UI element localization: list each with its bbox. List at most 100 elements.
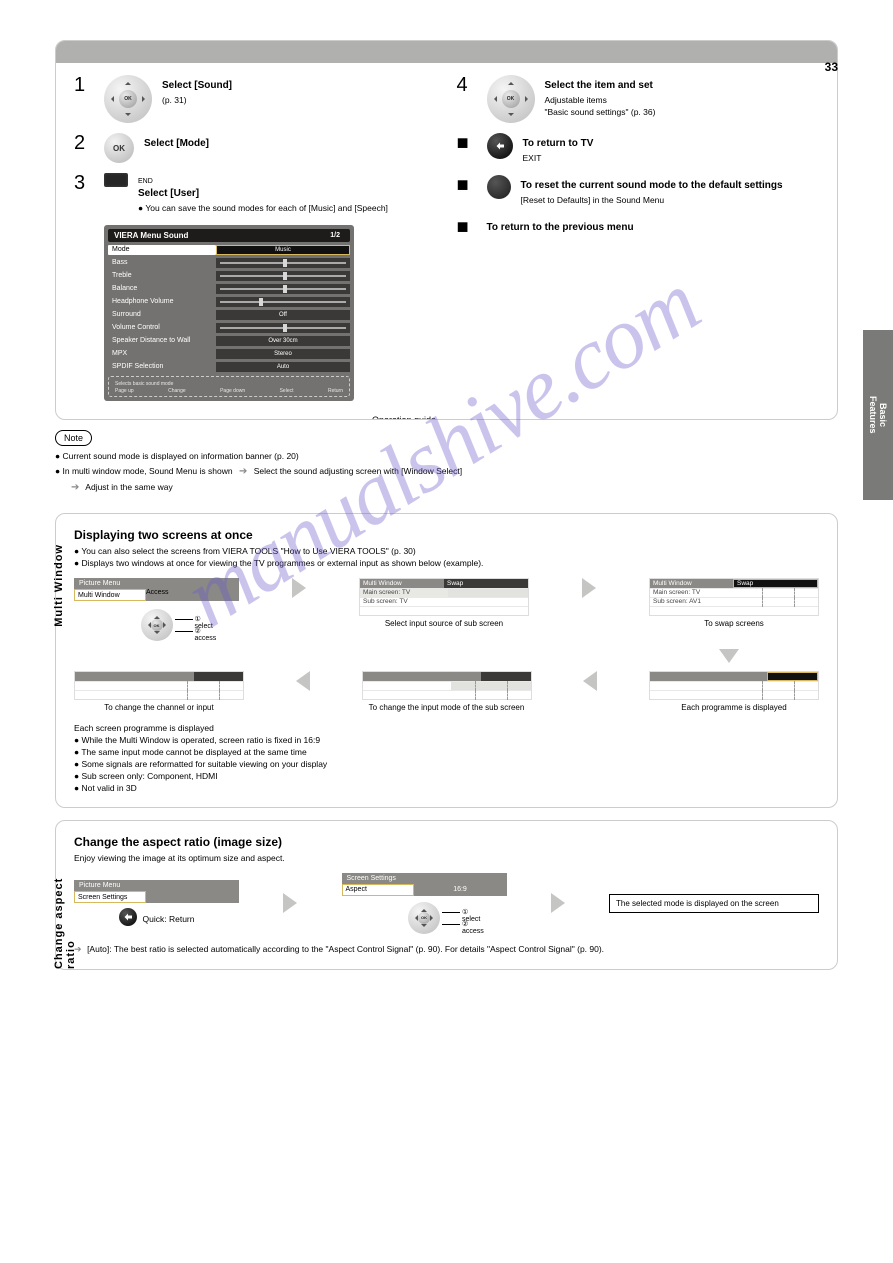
note-label: Note <box>55 430 92 447</box>
aspect-return-note: Quick: Return <box>143 914 195 924</box>
mw-note1: ● While the Multi Window is operated, sc… <box>74 735 819 745</box>
step3-title: Select [User] <box>138 187 388 201</box>
rev3-caption: To change the channel or input <box>104 703 213 713</box>
rev1-caption: Each programme is displayed <box>681 703 786 713</box>
arrow-down-icon <box>719 649 739 663</box>
step3-num: 3 <box>74 173 94 193</box>
rev2-caption: To change the input mode of the sub scre… <box>369 703 525 713</box>
arrow-right-icon <box>292 578 306 598</box>
arrow-left-icon <box>296 671 310 691</box>
sound-menu-row: Volume Control <box>108 322 350 334</box>
sound-menu-row: Balance <box>108 283 350 295</box>
sound-menu-row: ModeMusic <box>108 244 350 256</box>
aspect-sub: Enjoy viewing the image at its optimum s… <box>74 853 819 863</box>
right-column: 4 OK Select the item and set Adjustable … <box>457 75 820 401</box>
page-number: 33 <box>825 60 838 74</box>
arrow-r3-icon <box>283 893 297 913</box>
mw-note3: ● Some signals are reformatted for suita… <box>74 759 819 769</box>
note-line2-post: Adjust in the same way <box>85 482 172 492</box>
note-line1-pre: In multi window mode, Sound Menu is show… <box>63 466 233 476</box>
aspect-result-box: The selected mode is displayed on the sc… <box>609 894 819 913</box>
aspect-bar2: Screen Settings Aspect 16:9 <box>342 873 507 896</box>
aspect-side-title: Change aspect ratio <box>53 851 77 969</box>
aspect-bar2-hdr: Screen Settings <box>342 873 507 884</box>
ring-access: ② access <box>195 627 217 642</box>
side-tab: Basic Features <box>863 330 893 500</box>
return-prev: To return to the previous menu <box>487 221 634 235</box>
dpad-icon: OK <box>104 75 152 123</box>
stageA-caption: Select input source of sub screen <box>385 619 503 629</box>
step4-num: 4 <box>457 75 477 95</box>
sound-menu-row: Bass <box>108 257 350 269</box>
return-tv-sub: EXIT <box>523 153 594 165</box>
aspect-bar2-label: Aspect <box>342 884 414 896</box>
step1-title: Select [Sound] <box>162 79 232 93</box>
reset-sub: [Reset to Defaults] in the Sound Menu <box>521 195 783 207</box>
aspect-foot: [Auto]: The best ratio is selected autom… <box>87 944 604 954</box>
aspect-head: Change the aspect ratio (image size) <box>74 835 819 849</box>
guide-caption: Operation guide <box>372 415 436 420</box>
step3-sub: ● You can save the sound modes for each … <box>138 203 388 215</box>
dark-button-icon <box>487 175 511 199</box>
stageB-tab1: Swap <box>733 579 818 588</box>
multi-window-panel: Multi Window Displaying two screens at o… <box>55 513 838 808</box>
step4-b0: Adjustable items <box>545 95 656 107</box>
sound-menu-mock: VIERA Menu Sound 1/2 ModeMusicBassTreble… <box>104 225 354 401</box>
sound-menu-row: Headphone Volume <box>108 296 350 308</box>
stageB-caption: To swap screens <box>704 619 764 629</box>
sound-menu-row: Speaker Distance to WallOver 30cm <box>108 335 350 347</box>
mw-stageA: Multi Window Swap Main screen: TV Sub sc… <box>359 578 529 616</box>
multi-window-side-title: Multi Window <box>53 544 65 627</box>
red-button-icon <box>104 173 128 187</box>
step4-title: Select the item and set <box>545 79 656 93</box>
aspect-panel: Change aspect ratio Change the aspect ra… <box>55 820 838 970</box>
mw-stageB: Multi Window Swap Main screen: TV Sub sc… <box>649 578 819 616</box>
sound-menu-row: MPXStereo <box>108 348 350 360</box>
step1-sub: (p. 31) <box>162 95 232 107</box>
dpad-lr-icon: OK <box>487 75 535 123</box>
mw-rev2 <box>362 671 532 700</box>
dpad-small2-icon: OK <box>408 902 440 934</box>
sound-menu-row: SurroundOff <box>108 309 350 321</box>
aspect-bar-label: Screen Settings <box>74 891 146 903</box>
mw-rev1 <box>649 671 819 700</box>
dpad-small-icon: OK <box>141 609 173 641</box>
reset-title: To reset the current sound mode to the d… <box>521 179 783 193</box>
note-line0: Current sound mode is displayed on infor… <box>63 451 299 461</box>
return-small-icon <box>119 908 137 926</box>
mw-bar1: Picture Menu Multi Window Access <box>74 578 239 601</box>
aspect-bar2-val: 16:9 <box>414 884 507 896</box>
mw-bar1-val: Access <box>146 589 239 601</box>
sound-menu-title: VIERA Menu Sound <box>114 231 188 240</box>
guide-bit: Change <box>168 388 186 394</box>
ring2-access: ② access <box>462 920 484 935</box>
mw-sub0: You can also select the screens from VIE… <box>81 546 415 556</box>
step1-num: 1 <box>74 75 94 95</box>
step3-end: END <box>138 177 388 187</box>
mw-note5: ● Not valid in 3D <box>74 783 819 793</box>
arrow-right2-icon <box>582 578 596 598</box>
sound-menu-row: Treble <box>108 270 350 282</box>
stageB-tab0: Multi Window <box>650 579 733 588</box>
return-tv-title: To return to TV <box>523 137 594 151</box>
sound-panel: 1 OK Select [Sound] (p. 31) 2 OK Select … <box>55 40 838 420</box>
mw-bar1-hdr: Picture Menu <box>74 578 239 589</box>
guide-bit: Select <box>280 388 294 394</box>
arrow-left2-icon <box>583 671 597 691</box>
mw-sub1: Displays two windows at once for viewing… <box>82 558 484 568</box>
aspect-bar-hdr: Picture Menu <box>74 880 239 891</box>
mw-note4: ● Sub screen only: Component, HDMI <box>74 771 819 781</box>
return-icon <box>487 133 513 159</box>
step2-num: 2 <box>74 133 94 153</box>
stageA-tab1: Swap <box>444 579 528 588</box>
mw-bar1-label: Multi Window <box>74 589 146 601</box>
note-block: Note ● Current sound mode is displayed o… <box>55 430 838 495</box>
panel-header-bar <box>56 41 837 63</box>
aspect-bar: Picture Menu Screen Settings <box>74 880 239 903</box>
guide-line1: Selects basic sound mode <box>115 381 343 387</box>
note-line1-post: Select the sound adjusting screen with [… <box>254 466 462 476</box>
left-column: 1 OK Select [Sound] (p. 31) 2 OK Select … <box>74 75 437 401</box>
sound-menu-row: SPDIF SelectionAuto <box>108 361 350 373</box>
arrow-r4-icon <box>551 893 565 913</box>
mw-rev3 <box>74 671 244 700</box>
